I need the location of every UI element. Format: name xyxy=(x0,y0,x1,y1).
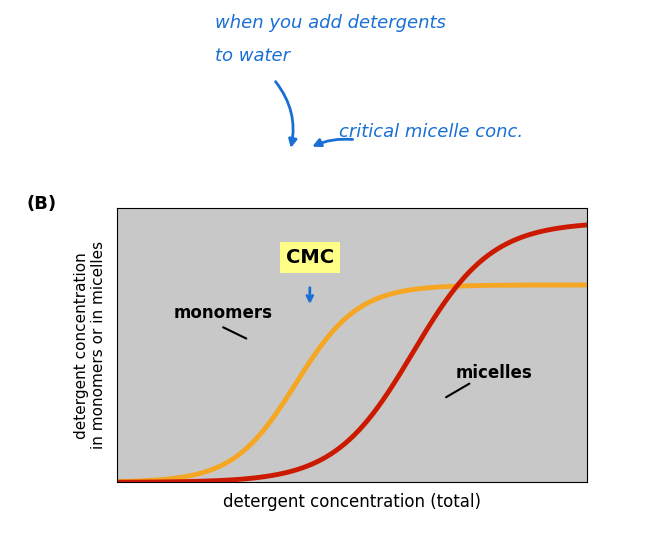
Text: CMC: CMC xyxy=(286,248,334,267)
Text: (B): (B) xyxy=(26,195,56,213)
Text: to water: to water xyxy=(215,47,290,65)
Text: monomers: monomers xyxy=(173,304,273,322)
Y-axis label: detergent concentration
in monomers or in micelles: detergent concentration in monomers or i… xyxy=(74,241,106,449)
Text: micelles: micelles xyxy=(455,364,532,382)
X-axis label: detergent concentration (total): detergent concentration (total) xyxy=(223,493,481,511)
Text: when you add detergents: when you add detergents xyxy=(215,14,446,32)
Text: critical micelle conc.: critical micelle conc. xyxy=(339,123,523,141)
